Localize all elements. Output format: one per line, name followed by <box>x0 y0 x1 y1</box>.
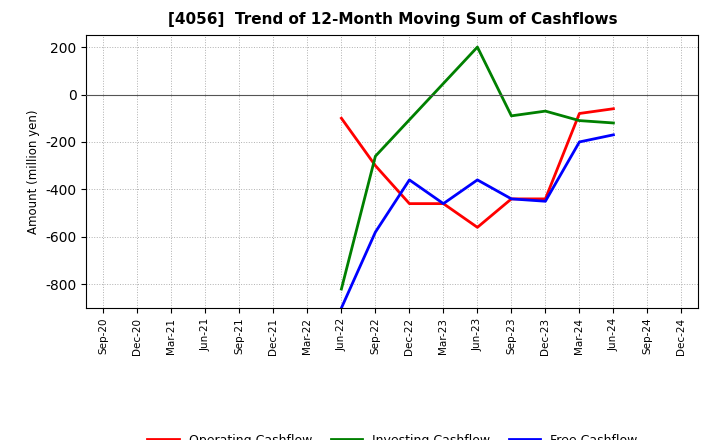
Investing Cashflow <box>609 120 618 125</box>
Free Cashflow <box>337 305 346 311</box>
Line: Operating Cashflow: Operating Cashflow <box>341 109 613 227</box>
Y-axis label: Amount (million yen): Amount (million yen) <box>27 110 40 234</box>
Operating Cashflow <box>507 196 516 202</box>
Investing Cashflow <box>473 44 482 50</box>
Operating Cashflow <box>541 196 550 202</box>
Investing Cashflow <box>371 154 379 159</box>
Operating Cashflow <box>405 201 414 206</box>
Free Cashflow <box>609 132 618 137</box>
Free Cashflow <box>507 196 516 202</box>
Legend: Operating Cashflow, Investing Cashflow, Free Cashflow: Operating Cashflow, Investing Cashflow, … <box>143 429 642 440</box>
Operating Cashflow <box>473 225 482 230</box>
Investing Cashflow <box>541 109 550 114</box>
Investing Cashflow <box>507 113 516 118</box>
Free Cashflow <box>371 229 379 235</box>
Operating Cashflow <box>439 201 448 206</box>
Free Cashflow <box>405 177 414 183</box>
Investing Cashflow <box>575 118 584 123</box>
Operating Cashflow <box>575 111 584 116</box>
Line: Free Cashflow: Free Cashflow <box>341 135 613 308</box>
Line: Investing Cashflow: Investing Cashflow <box>341 47 613 289</box>
Operating Cashflow <box>609 106 618 111</box>
Investing Cashflow <box>337 286 346 292</box>
Free Cashflow <box>541 198 550 204</box>
Title: [4056]  Trend of 12-Month Moving Sum of Cashflows: [4056] Trend of 12-Month Moving Sum of C… <box>168 12 617 27</box>
Free Cashflow <box>439 201 448 206</box>
Free Cashflow <box>473 177 482 183</box>
Operating Cashflow <box>371 163 379 169</box>
Free Cashflow <box>575 139 584 145</box>
Operating Cashflow <box>337 116 346 121</box>
